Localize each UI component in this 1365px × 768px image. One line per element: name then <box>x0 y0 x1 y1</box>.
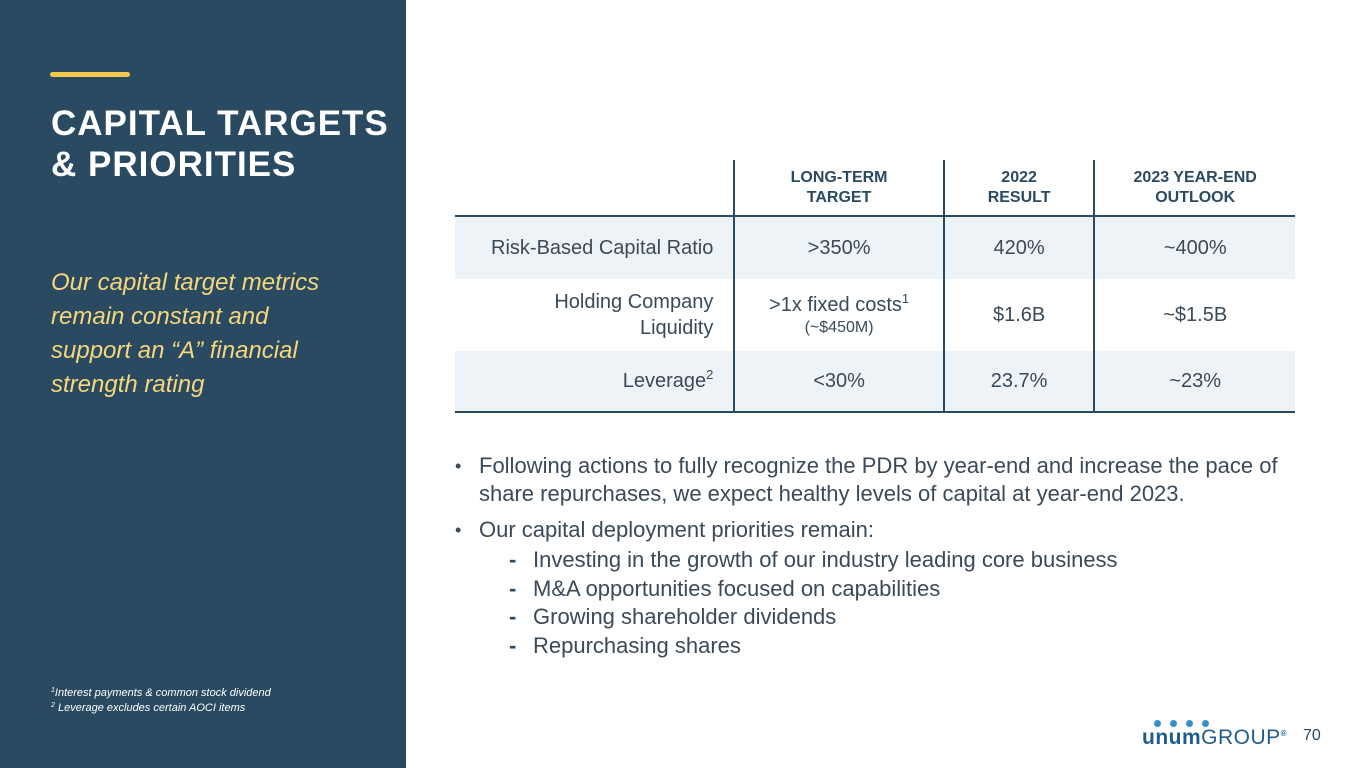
page-title-line2: & PRIORITIES <box>51 145 297 184</box>
cell-result: 23.7% <box>942 351 1095 413</box>
page-title-line1: CAPITAL TARGETS <box>51 104 389 143</box>
dash-icon: - <box>509 604 517 629</box>
footnote-2: 2 Leverage excludes certain AOCI items <box>51 702 246 714</box>
row-label-rbc: Risk-Based Capital Ratio <box>455 216 735 279</box>
table-row: Risk-Based Capital Ratio >350% 420% ~400… <box>455 216 1295 279</box>
page-number: 70 <box>1303 727 1321 744</box>
logo-dots-icon <box>1150 720 1210 728</box>
dash-icon: - <box>509 575 517 601</box>
sub-list-item: - Growing shareholder dividends <box>509 603 1335 632</box>
sub-bullet-list: - Investing in the growth of our industry… <box>479 546 1335 660</box>
sub-list-item: - Repurchasing shares <box>509 632 1335 661</box>
row-label-liquidity: Holding Company Liquidity <box>455 279 735 351</box>
cell-target: <30% <box>733 351 944 413</box>
cell-outlook: ~$1.5B <box>1093 279 1295 351</box>
header-long-term-target: LONG-TERM TARGET <box>733 160 944 217</box>
tagline: Our capital target metrics remain consta… <box>51 269 320 398</box>
header-empty <box>455 160 735 217</box>
sub-list-item: - M&A opportunities focused on capabiliti… <box>509 575 1335 604</box>
cell-result: $1.6B <box>942 279 1095 351</box>
header-2023-outlook: 2023 YEAR-END OUTLOOK <box>1093 160 1295 217</box>
cell-target: >1x fixed costs1 (~$450M) <box>733 279 944 351</box>
table-row: Holding Company Liquidity >1x fixed costs… <box>455 279 1295 351</box>
list-item: • Following actions to fully recognize t… <box>455 453 1278 506</box>
cell-outlook: ~23% <box>1093 351 1295 413</box>
cell-target: >350% <box>733 216 944 279</box>
unum-group-logo: unumGROUP® <box>1142 720 1292 750</box>
cell-result: 420% <box>942 216 1095 279</box>
dash-icon: - <box>509 632 517 658</box>
footnotes: 1Interest payments & common stock divide… <box>51 686 381 716</box>
dash-icon: - <box>509 547 517 572</box>
sub-list-item: - Investing in the growth of our industry… <box>509 546 1335 575</box>
table-row: Leverage2 <30% 23.7% ~23% <box>455 351 1295 413</box>
bullet-dot-icon: • <box>455 456 462 476</box>
page-title: CAPITAL TARGETS & PRIORITIES <box>51 103 391 185</box>
header-2022-result: 2022 RESULT <box>942 160 1095 217</box>
cell-target-note: (~$450M) <box>804 319 874 336</box>
capital-metrics-table: LONG-TERM TARGET 2022 RESULT 2023 YEAR-END… <box>455 160 1295 413</box>
bullet-list: • Following actions to fully recognize t… <box>455 452 1335 668</box>
table-header-row: LONG-TERM TARGET 2022 RESULT 2023 YEAR-END… <box>455 160 1295 217</box>
footnote-1: 1Interest payments & common stock divide… <box>51 687 271 699</box>
row-label-leverage: Leverage2 <box>455 351 735 413</box>
accent-bar <box>50 72 130 77</box>
cell-outlook: ~400% <box>1093 216 1295 279</box>
bullet-dot-icon: • <box>455 520 462 540</box>
list-item: • Our capital deployment priorities rema… <box>455 516 1335 660</box>
sidebar-panel: CAPITAL TARGETS & PRIORITIES Our capital… <box>0 0 406 768</box>
